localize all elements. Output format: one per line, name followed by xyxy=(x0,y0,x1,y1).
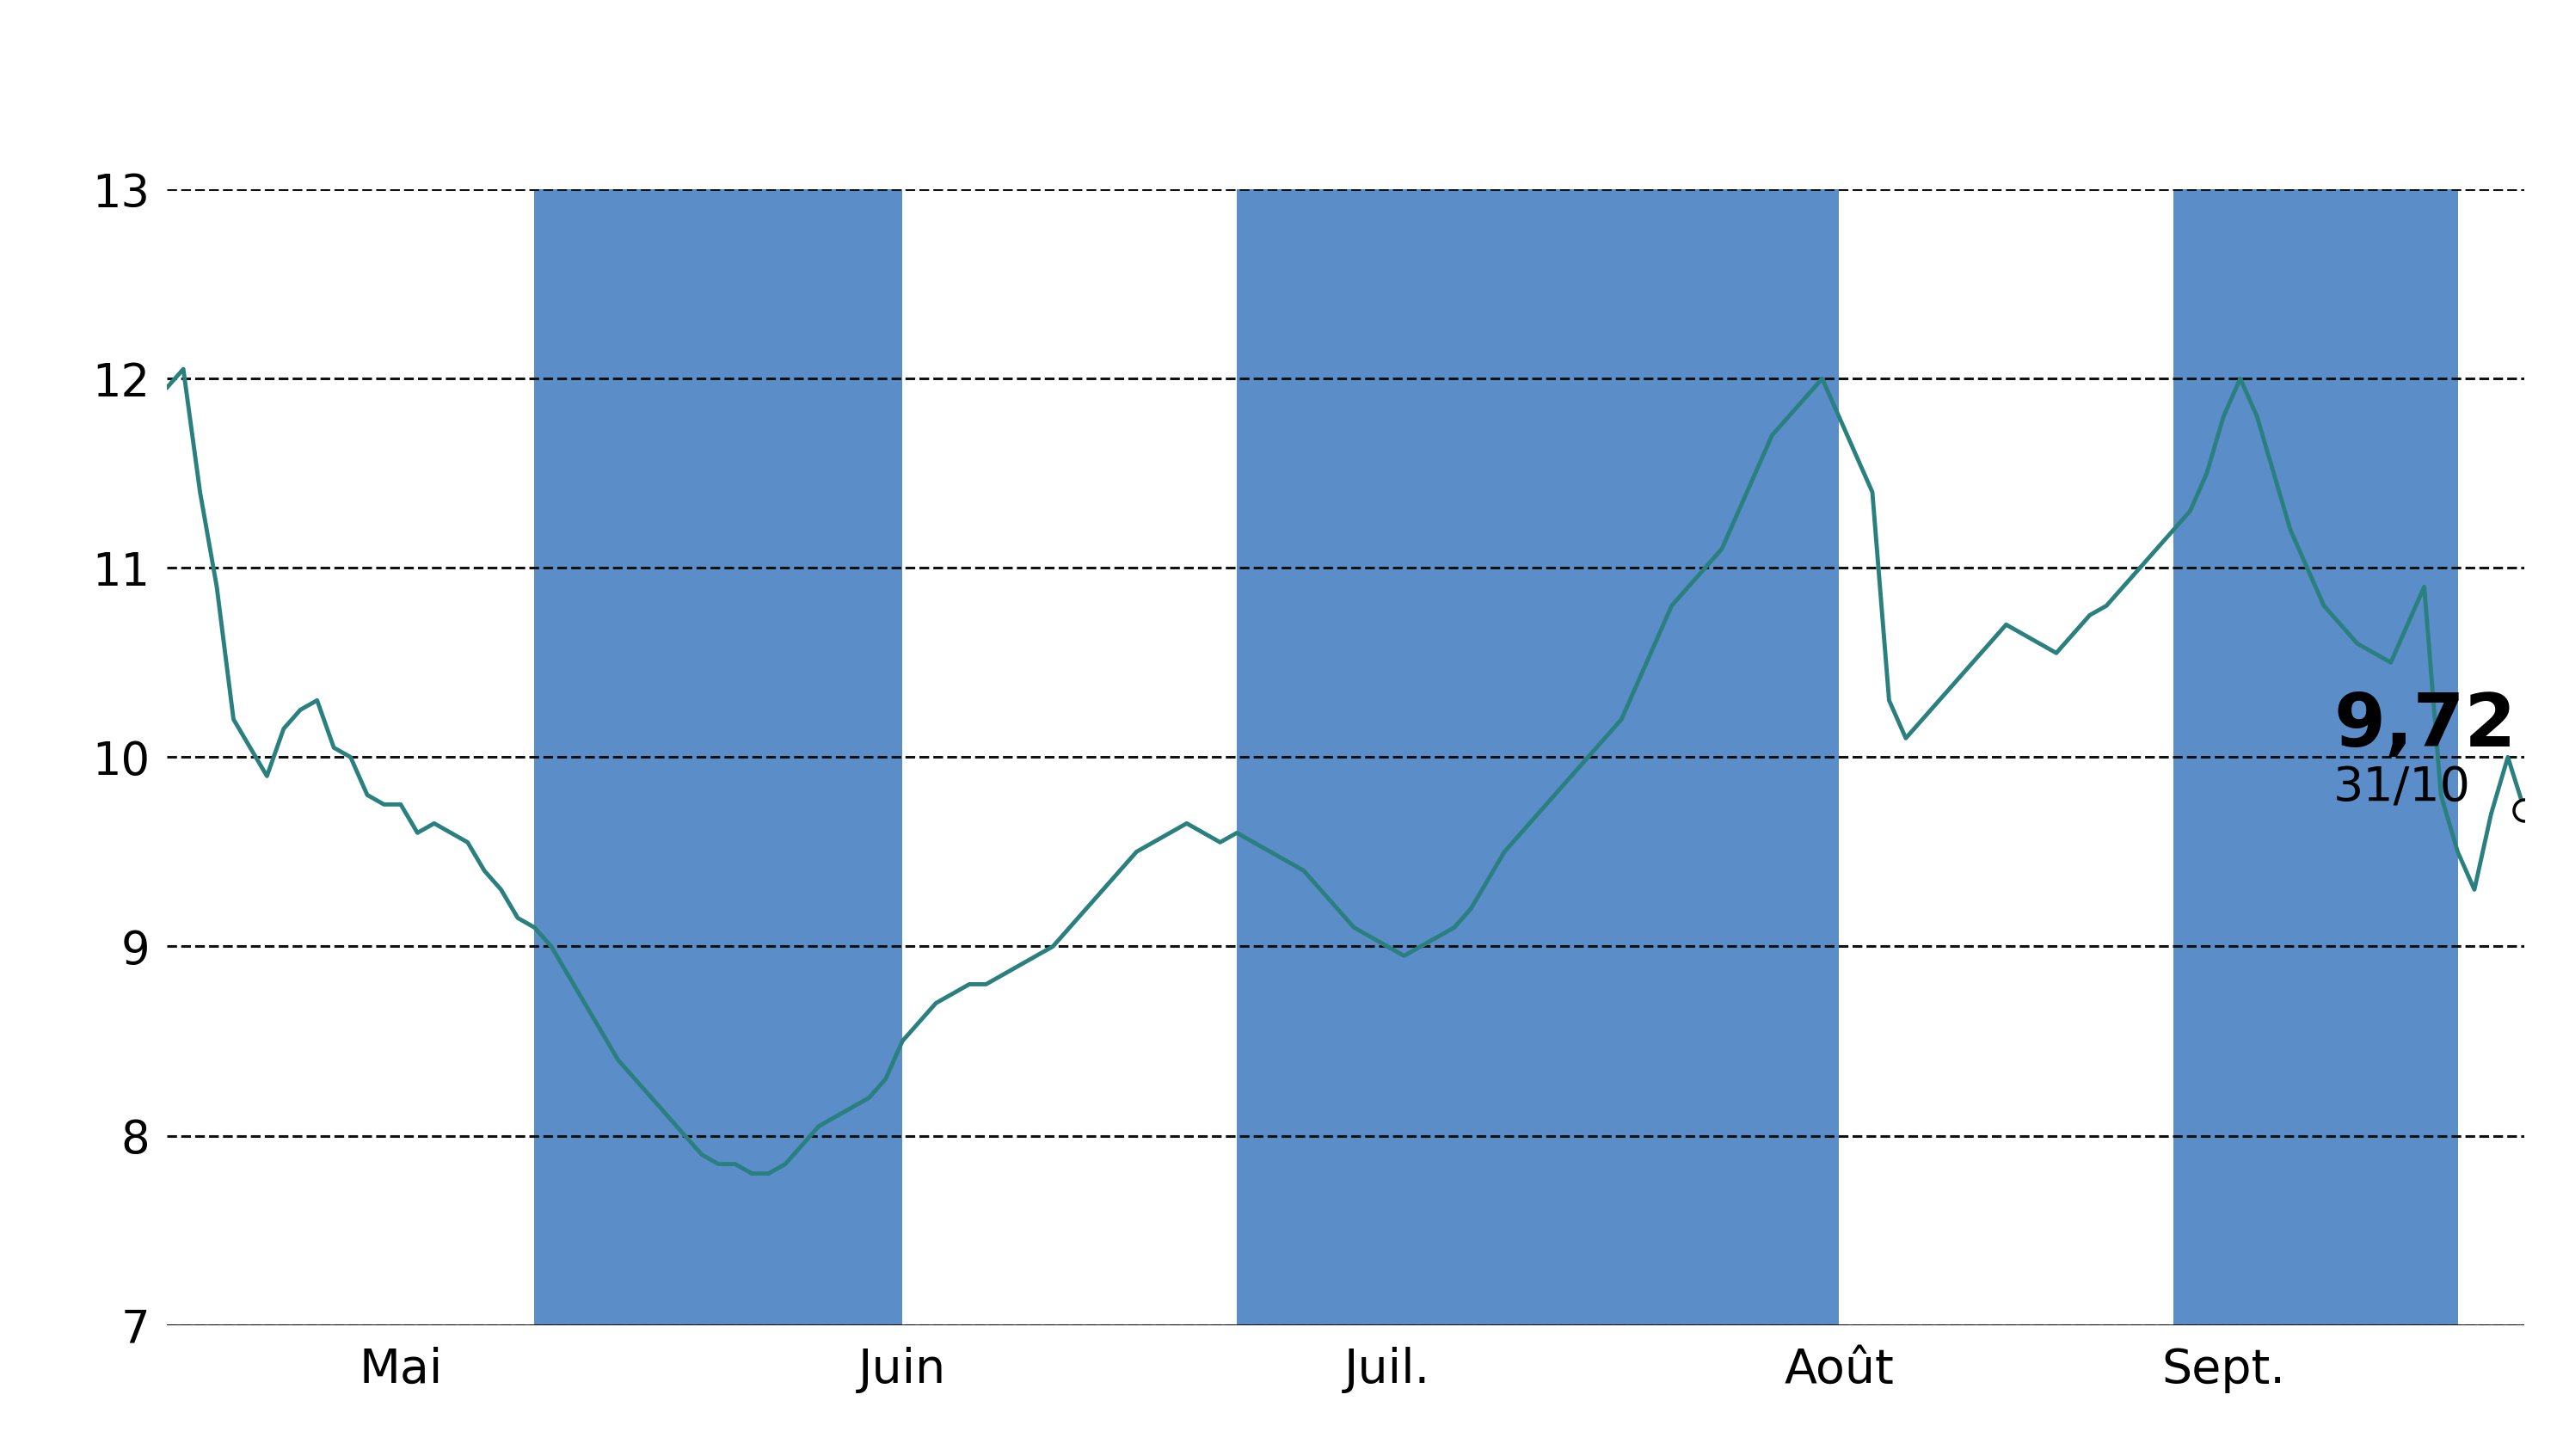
Bar xyxy=(2173,189,2458,1325)
Text: 9,72: 9,72 xyxy=(2332,690,2517,761)
Bar xyxy=(536,189,902,1325)
Text: 31/10: 31/10 xyxy=(2332,766,2471,812)
Bar xyxy=(1238,189,1838,1325)
Text: Issuer Direct Corporation: Issuer Direct Corporation xyxy=(582,36,1981,131)
